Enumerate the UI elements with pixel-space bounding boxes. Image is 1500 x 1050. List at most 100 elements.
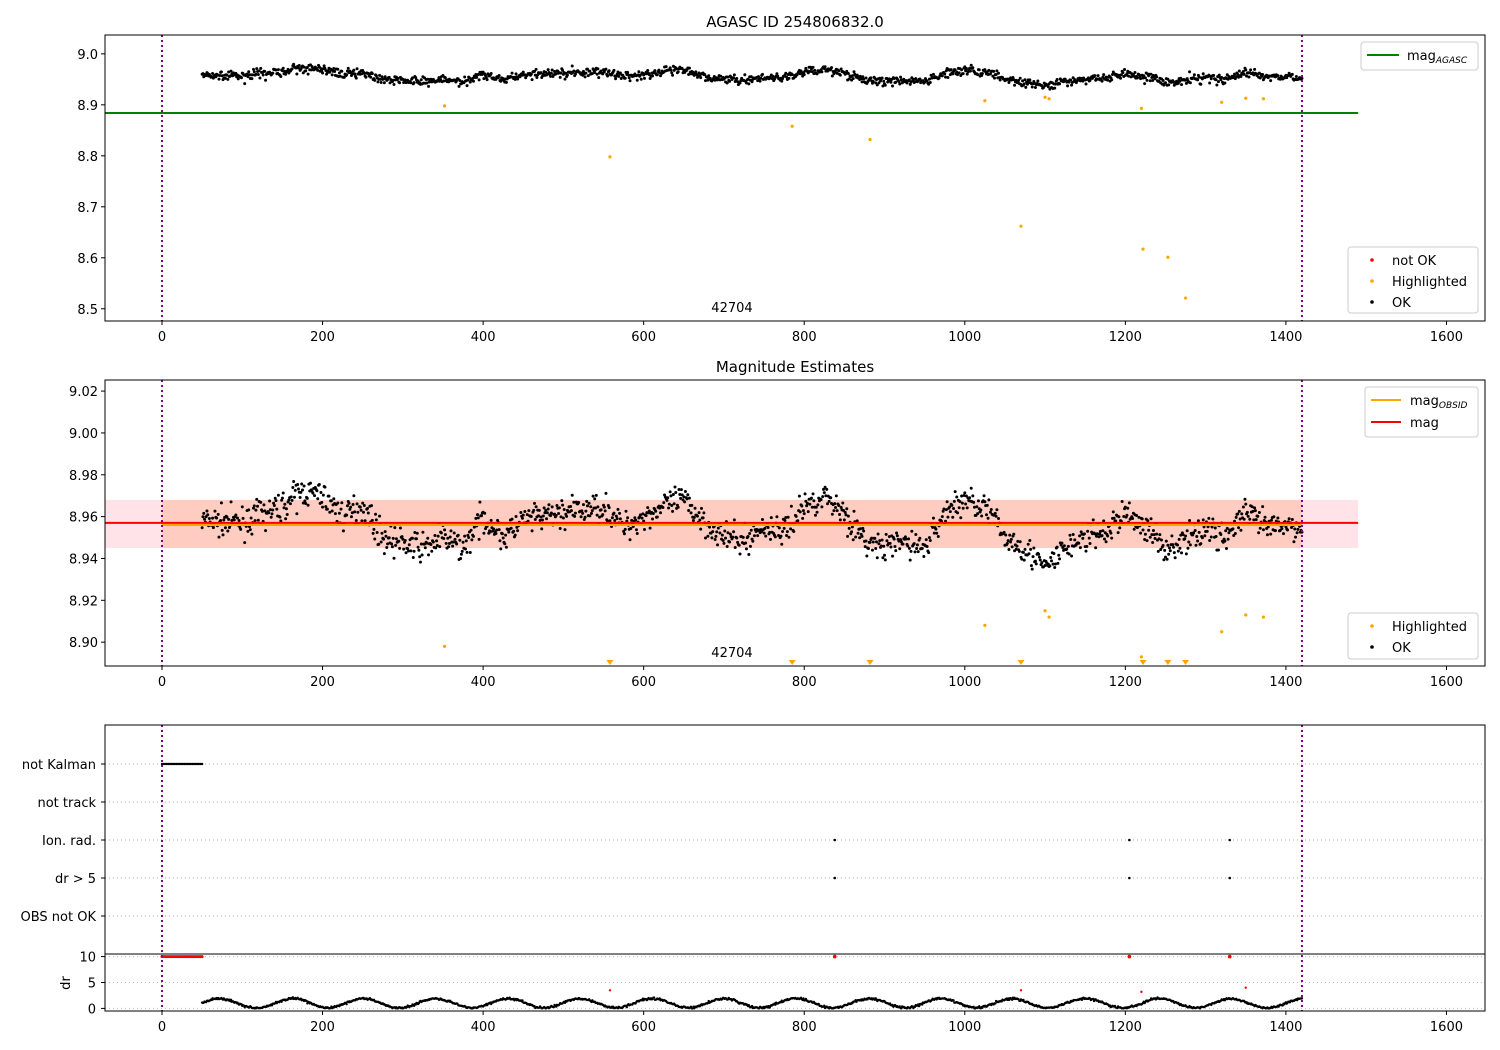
ok-point xyxy=(409,81,413,85)
ok-point xyxy=(839,67,843,71)
ok-point xyxy=(482,531,486,535)
ok-point xyxy=(585,499,589,503)
ok-point xyxy=(710,536,714,540)
ok-point xyxy=(375,531,379,535)
ok-point xyxy=(249,516,253,520)
ok-point xyxy=(833,502,837,506)
ok-point xyxy=(1234,515,1238,519)
ok-point xyxy=(1091,518,1095,522)
ok-point xyxy=(1058,557,1062,561)
ok-point xyxy=(205,509,209,513)
ok-point xyxy=(623,76,627,80)
ok-point xyxy=(864,76,868,80)
ok-point xyxy=(1022,558,1026,562)
ok-point xyxy=(597,76,601,80)
ok-point xyxy=(922,554,926,558)
ok-point xyxy=(721,538,725,542)
highlighted-point xyxy=(1244,613,1248,617)
ok-point xyxy=(1005,541,1009,545)
ok-point xyxy=(252,504,256,508)
ok-point xyxy=(518,75,522,79)
ok-point xyxy=(635,78,639,82)
ok-point xyxy=(1098,532,1102,536)
x-tick-label: 1000 xyxy=(948,675,981,690)
ok-point xyxy=(810,505,814,509)
ok-point xyxy=(989,508,993,512)
ok-point xyxy=(803,492,807,496)
ok-point xyxy=(952,499,956,503)
ok-point xyxy=(267,511,271,515)
ok-point xyxy=(871,79,875,83)
ok-point xyxy=(673,485,677,489)
legend-label: not OK xyxy=(1392,254,1437,269)
ok-point xyxy=(1157,537,1161,541)
ok-point xyxy=(953,68,957,72)
ok-point xyxy=(206,513,210,517)
ok-point xyxy=(420,553,424,557)
ok-point xyxy=(1290,72,1294,76)
highlighted-point xyxy=(442,104,447,108)
ok-point xyxy=(615,72,619,76)
ok-point xyxy=(603,509,607,513)
ok-point xyxy=(213,509,217,513)
ok-point xyxy=(850,74,854,78)
ok-point xyxy=(965,506,969,510)
ok-point xyxy=(1143,537,1147,541)
ok-point xyxy=(980,514,984,518)
ok-point xyxy=(604,491,608,495)
ok-point xyxy=(972,505,976,509)
ok-point xyxy=(1184,534,1188,538)
ok-point xyxy=(235,516,239,520)
ok-point xyxy=(559,71,563,75)
ok-point xyxy=(1225,546,1229,550)
ok-point xyxy=(1158,533,1162,537)
ok-point xyxy=(851,538,855,542)
ok-point xyxy=(485,78,489,82)
ok-point xyxy=(612,68,616,72)
ok-point xyxy=(1023,78,1027,82)
ok-point xyxy=(364,75,368,79)
ok-point xyxy=(236,77,240,81)
ok-point xyxy=(929,73,933,77)
ok-point xyxy=(961,506,965,510)
ok-point xyxy=(931,72,935,76)
ok-point xyxy=(1137,515,1141,519)
ok-point xyxy=(302,484,306,488)
plot-area xyxy=(105,62,1359,300)
ok-point xyxy=(1208,539,1212,543)
ok-point xyxy=(537,514,541,518)
ok-point xyxy=(346,66,350,70)
ok-point xyxy=(623,527,627,531)
dr-point xyxy=(554,1005,558,1008)
ok-point xyxy=(439,531,443,535)
ok-point xyxy=(1234,75,1238,79)
ok-point xyxy=(1084,549,1088,553)
ok-point xyxy=(716,526,720,530)
ok-point xyxy=(535,76,539,80)
ok-point xyxy=(894,80,898,84)
flag-point-ion-rad xyxy=(1128,838,1131,842)
ok-point xyxy=(1211,517,1215,521)
y-tick-label: 9.00 xyxy=(69,427,98,442)
ok-point xyxy=(883,83,887,87)
ok-point xyxy=(651,512,655,516)
ok-point xyxy=(501,536,505,540)
ok-point xyxy=(480,514,484,518)
ok-point xyxy=(1199,542,1203,546)
ok-point xyxy=(628,538,632,542)
ok-point xyxy=(319,491,323,495)
ok-point xyxy=(447,542,451,546)
ok-point xyxy=(706,534,710,538)
ok-point xyxy=(1150,533,1154,537)
ok-point xyxy=(426,536,430,540)
panel-agasc: AGASC ID 254806832.0 0 200 400 600 800 1000 120… xyxy=(77,13,1486,345)
y-tick-label: 8.6 xyxy=(77,252,98,267)
ok-point xyxy=(1078,546,1082,550)
ok-point xyxy=(1135,76,1139,80)
ok-point xyxy=(1148,79,1152,83)
ok-point xyxy=(541,514,545,518)
ok-point xyxy=(655,73,659,77)
ok-point xyxy=(1240,512,1244,516)
ok-point xyxy=(1010,545,1014,549)
ok-point xyxy=(391,536,395,540)
